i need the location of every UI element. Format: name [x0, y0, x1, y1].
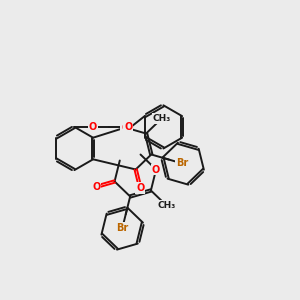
Text: O: O [152, 164, 160, 175]
Text: O: O [124, 122, 133, 132]
Text: Br: Br [116, 223, 129, 232]
Text: O: O [136, 183, 144, 193]
Text: O: O [92, 182, 100, 192]
Text: CH₃: CH₃ [152, 114, 171, 123]
Text: CH₃: CH₃ [157, 201, 176, 210]
Text: O: O [88, 122, 97, 132]
Text: Br: Br [176, 158, 188, 168]
Text: O: O [121, 122, 130, 133]
